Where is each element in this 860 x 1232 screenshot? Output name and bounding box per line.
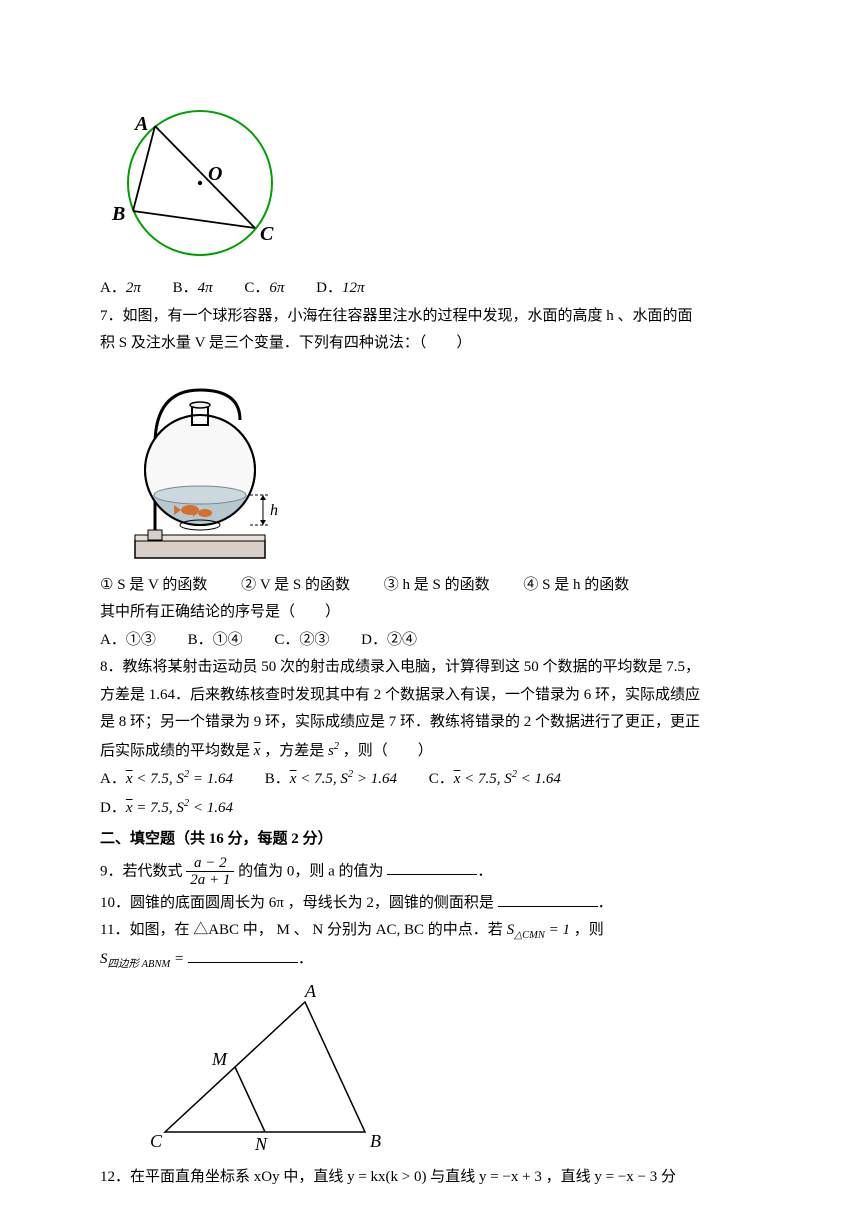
q11-sabnm-eq: = — [170, 951, 188, 967]
q8-options-row1: A．x < 7.5, S2 = 1.64 B．x < 7.5, S2 > 1.6… — [100, 766, 800, 793]
svg-text:C: C — [150, 1131, 163, 1151]
q8-opt-a: A．x < 7.5, S2 = 1.64 — [100, 766, 233, 793]
q9-post: 的值为 0，则 a 的值为 — [238, 863, 383, 879]
q8-d-pre: D． — [100, 800, 126, 816]
q7-prompt: 其中所有正确结论的序号是（ ） — [100, 600, 800, 626]
q11-l1b: ，则 — [574, 922, 604, 938]
q8-l4b: ，方差是 — [260, 743, 328, 759]
q6-opt-b-val: 4π — [198, 280, 213, 296]
q8-l4a: 后实际成绩的平均数是 — [100, 743, 254, 759]
svg-text:O: O — [208, 163, 222, 185]
q7-opt-b: B．①④ — [188, 628, 243, 654]
q8-opt-d: D．x = 7.5, S2 < 1.64 — [100, 795, 233, 822]
q11-sabnm: S四边形 ABNM = — [100, 951, 188, 967]
q11-blank — [188, 948, 298, 963]
q8-opt-b: B．x < 7.5, S2 > 1.64 — [265, 766, 397, 793]
q7-opt-d: D．②④ — [361, 628, 417, 654]
q7-stem-line1: 7．如图，有一个球形容器，小海在往容器里注水的过程中发现，水面的高度 h 、水面… — [100, 304, 800, 330]
q6-opt-c: C．6π — [244, 276, 284, 302]
svg-text:B: B — [111, 203, 125, 225]
q9-fraction: a − 2 2a + 1 — [186, 855, 234, 889]
q6-opt-c-val: 6π — [269, 280, 284, 296]
q8-l4c: ，则（ ） — [339, 743, 433, 759]
q12: 12．在平面直角坐标系 xOy 中，直线 y = kx(k > 0) 与直线 y… — [100, 1165, 800, 1191]
q7-opt-c-v: ②③ — [299, 632, 329, 648]
figure-triangle: A B C M N — [140, 982, 800, 1157]
svg-text:A: A — [304, 982, 317, 1001]
q8-opt-c: C．x < 7.5, S2 < 1.64 — [429, 766, 561, 793]
q11-scmn: S△CMN = 1 — [507, 922, 570, 938]
q11-scmn-sub: △CMN — [514, 930, 545, 941]
q6-opt-d: D．12π — [316, 276, 364, 302]
q7-opt-a: A．①③ — [100, 628, 156, 654]
q8-b-pre: B． — [265, 771, 290, 787]
q7-opt-b-v: ①④ — [213, 632, 243, 648]
q7-opt-a-v: ①③ — [126, 632, 156, 648]
q8-l1: 8．教练将某射击运动员 50 次的射击成绩录入电脑，计算得到这 50 个数据的平… — [100, 655, 800, 681]
q7-stem-line2: 积 S 及注水量 V 是三个变量．下列有四种说法：（ ） — [100, 331, 800, 357]
figure-circle: A B C O — [100, 98, 800, 268]
q7-s1: ① S 是 V 的函数 — [100, 577, 207, 593]
q9-pre: 9．若代数式 — [100, 863, 186, 879]
section-2-heading: 二、填空题（共 16 分，每题 2 分） — [100, 827, 800, 853]
q9-blank — [387, 860, 477, 875]
q8-l4: 后实际成绩的平均数是 x ，方差是 s2 ，则（ ） — [100, 738, 800, 765]
q10-blank — [498, 892, 598, 907]
q11-l1: 11．如图，在 △ABC 中， M 、 N 分别为 AC, BC 的中点．若 S… — [100, 918, 800, 945]
q6-opt-d-val: 12π — [342, 280, 365, 296]
q8-c-pre: C． — [429, 771, 454, 787]
q8-a-pre: A． — [100, 771, 126, 787]
q7-s4: ④ S 是 h 的函数 — [523, 577, 629, 593]
q8-l2: 方差是 1.64．后来教练核查时发现其中有 2 个数据录入有误，一个错录为 6 … — [100, 683, 800, 709]
q9-num: a − 2 — [186, 855, 234, 873]
q11-scmn-eq: = 1 — [545, 922, 570, 938]
q11-sabnm-s: S — [100, 951, 108, 967]
q8-options-row2: D．x = 7.5, S2 < 1.64 — [100, 795, 800, 822]
q8-ssq: s2 — [328, 743, 339, 759]
q7-opt-c: C．②③ — [274, 628, 329, 654]
figure-flask: h — [100, 365, 800, 565]
q11-scmn-s: S — [507, 922, 515, 938]
q6-options: A．2π B．4π C．6π D．12π — [100, 276, 800, 302]
q10: 10．圆锥的底面圆周长为 6π ，母线长为 2，圆锥的侧面积是 ． — [100, 891, 800, 917]
q7-statements: ① S 是 V 的函数 ② V 是 S 的函数 ③ h 是 S 的函数 ④ S … — [100, 573, 800, 599]
q11-l1a: 11．如图，在 △ABC 中， M 、 N 分别为 AC, BC 的中点．若 — [100, 922, 507, 938]
q10-text: 10．圆锥的底面圆周长为 6π ，母线长为 2，圆锥的侧面积是 — [100, 895, 494, 911]
q6-opt-a: A．2π — [100, 276, 141, 302]
svg-text:A: A — [133, 113, 148, 135]
svg-text:N: N — [254, 1134, 268, 1154]
svg-text:B: B — [370, 1131, 381, 1151]
q8-l3: 是 8 环；另一个错录为 9 环，实际成绩应是 7 环．教练将错录的 2 个数据… — [100, 710, 800, 736]
q11-l2: S四边形 ABNM = ． — [100, 947, 800, 974]
q6-opt-b: B．4π — [173, 276, 213, 302]
q7-options: A．①③ B．①④ C．②③ D．②④ — [100, 628, 800, 654]
q7-opt-d-v: ②④ — [387, 632, 417, 648]
q11-sabnm-sub: 四边形 ABNM — [108, 959, 171, 970]
svg-text:M: M — [211, 1049, 228, 1069]
q9: 9．若代数式 a − 2 2a + 1 的值为 0，则 a 的值为 ． — [100, 855, 800, 889]
q7-s2: ② V 是 S 的函数 — [241, 577, 350, 593]
q9-den: 2a + 1 — [186, 872, 234, 889]
svg-text:h: h — [270, 502, 278, 519]
svg-text:C: C — [260, 223, 274, 245]
q6-opt-a-val: 2π — [126, 280, 141, 296]
q7-s3: ③ h 是 S 的函数 — [384, 577, 490, 593]
